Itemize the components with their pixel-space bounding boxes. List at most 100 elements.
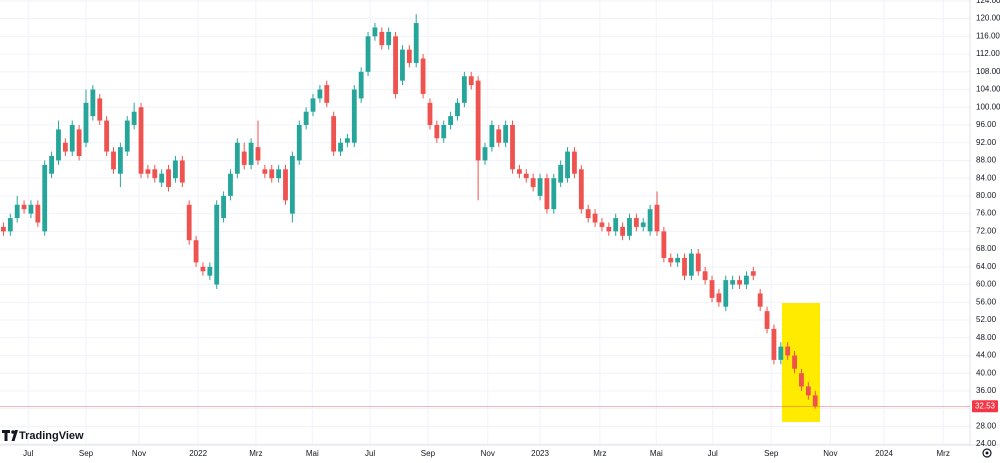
candle-body (166, 169, 171, 188)
candle-body (97, 98, 103, 121)
candle-body (193, 240, 199, 263)
candle-body (647, 209, 653, 232)
candle-body (468, 76, 474, 86)
candle-body (750, 271, 756, 276)
settings-icon[interactable] (985, 451, 989, 455)
candle-body (269, 169, 275, 179)
candle-body (317, 89, 323, 99)
x-tick-label: Mai (306, 449, 319, 458)
candle-body (214, 204, 220, 285)
y-tick-label: 92.00 (976, 138, 997, 147)
x-tick-label: Mrz (937, 449, 950, 458)
last-price-tag (972, 400, 998, 413)
candle-body (35, 204, 41, 223)
x-tick-label: Jul (365, 449, 375, 458)
candle-body (324, 85, 330, 103)
y-tick-label: 28.00 (976, 421, 997, 430)
candle-body (455, 102, 460, 117)
candle-body (620, 226, 625, 236)
candle-body (76, 129, 82, 157)
candle-body (799, 373, 804, 387)
x-tick-label: Jul (23, 449, 33, 458)
candle-body (276, 169, 282, 179)
candle-body (785, 346, 791, 356)
candle-body (558, 164, 564, 183)
candle-body (682, 257, 687, 276)
x-tick-label: Mrz (593, 449, 606, 458)
y-tick-label: 112.00 (976, 49, 1000, 58)
candle-body (221, 195, 226, 219)
candle-body (744, 275, 749, 285)
y-tick-label: 48.00 (976, 333, 997, 342)
candle-body (173, 160, 178, 179)
y-tick-label: 44.00 (976, 351, 997, 360)
candle-body (90, 89, 96, 117)
x-tick-label: Nov (481, 449, 495, 458)
candle-body (702, 271, 708, 281)
candle-body (771, 328, 777, 360)
candle-body (551, 178, 557, 210)
candle-body (303, 111, 309, 125)
settings-icon[interactable] (982, 448, 992, 458)
y-tick-label: 60.00 (976, 280, 997, 289)
candle-body (400, 49, 405, 81)
x-tick-label: Sep (421, 449, 436, 458)
logo: TradingView (2, 430, 84, 442)
candle-body (606, 226, 612, 232)
candle-body (7, 218, 13, 232)
x-tick-label: Sep (79, 449, 94, 458)
y-tick-label: 80.00 (976, 191, 997, 200)
candle-body (200, 266, 206, 272)
y-tick-label: 72.00 (976, 226, 997, 235)
candles (1, 14, 818, 409)
y-tick-label: 96.00 (976, 120, 997, 129)
logo-icon (11, 430, 15, 434)
x-tick-label: 2023 (531, 449, 549, 458)
candle-body (523, 173, 529, 179)
candle-body (228, 173, 233, 196)
candle-body (310, 98, 316, 112)
settings-button[interactable] (982, 448, 992, 458)
candle-body (592, 213, 598, 223)
y-tick-label: 40.00 (976, 368, 997, 377)
candle-body (393, 36, 398, 94)
candle-body (482, 147, 488, 161)
y-tick-label: 124.00 (976, 0, 1000, 5)
candle-body (716, 293, 722, 303)
y-tick-label: 120.00 (976, 14, 1000, 23)
candle-body (675, 257, 681, 263)
x-tick-label: Nov (132, 449, 146, 458)
candle-body (757, 293, 763, 307)
candle-body (461, 76, 467, 103)
candle-body (186, 204, 192, 241)
candle-body (420, 58, 426, 94)
candle-body (69, 124, 75, 152)
y-tick-label: 24.00 (976, 439, 997, 448)
candle-body (1, 226, 6, 232)
candle-body (475, 80, 481, 161)
y-tick-label: 104.00 (976, 85, 1000, 94)
y-tick-label: 116.00 (976, 31, 1000, 40)
candle-body (386, 31, 392, 46)
y-tick-label: 100.00 (976, 102, 1000, 111)
candle-body (159, 173, 165, 183)
candle-body (778, 346, 784, 360)
logo-icon (11, 430, 18, 441)
candle-body (338, 142, 343, 152)
candle-body (289, 156, 295, 214)
candle-body (138, 107, 144, 174)
candle-body (406, 49, 412, 63)
candle-body (62, 142, 68, 152)
candle-body (516, 169, 522, 174)
y-tick-label: 88.00 (976, 156, 997, 165)
candle-body (83, 102, 89, 143)
candle-body (255, 147, 261, 161)
candle-body (730, 280, 736, 285)
x-tick-label: 2022 (189, 449, 207, 458)
candle-body (365, 36, 371, 72)
candle-body (413, 23, 419, 63)
candle-body (764, 311, 770, 329)
candle-body (530, 178, 536, 188)
